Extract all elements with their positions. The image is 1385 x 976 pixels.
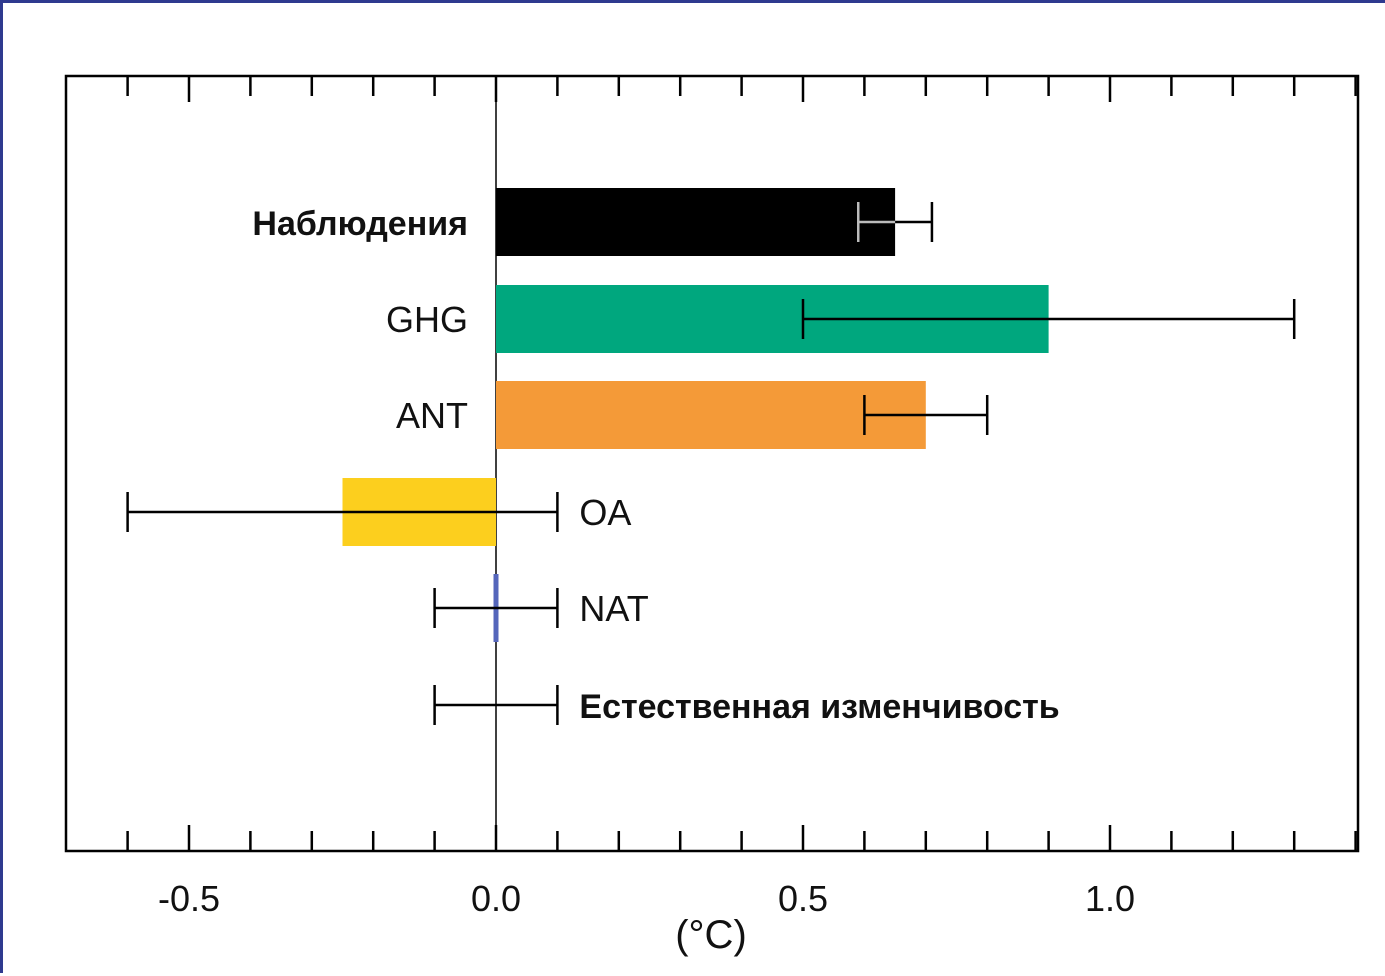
x-tick-label: 0.5	[778, 878, 828, 919]
bar-label-4: NAT	[579, 588, 648, 629]
bar-label-2: ANT	[396, 395, 468, 436]
bar-label-3: OA	[579, 492, 631, 533]
x-tick-label: 0.0	[471, 878, 521, 919]
bar-0	[496, 188, 896, 256]
x-tick-label: -0.5	[158, 878, 220, 919]
bar-2	[496, 381, 926, 449]
bar-label-5: Естественная изменчивость	[579, 688, 1059, 726]
bar-label-1: GHG	[386, 299, 468, 340]
x-axis-title: (°C)	[675, 913, 747, 957]
bar-label-0: Наблюдения	[252, 205, 468, 243]
attribution-bar-chart: -0.5 0.0 0.5 1.0 Наблюдения GHG ANT OA NAT Естес…	[64, 74, 1360, 957]
x-tick-label: 1.0	[1085, 878, 1135, 919]
plot-area	[64, 74, 1360, 853]
